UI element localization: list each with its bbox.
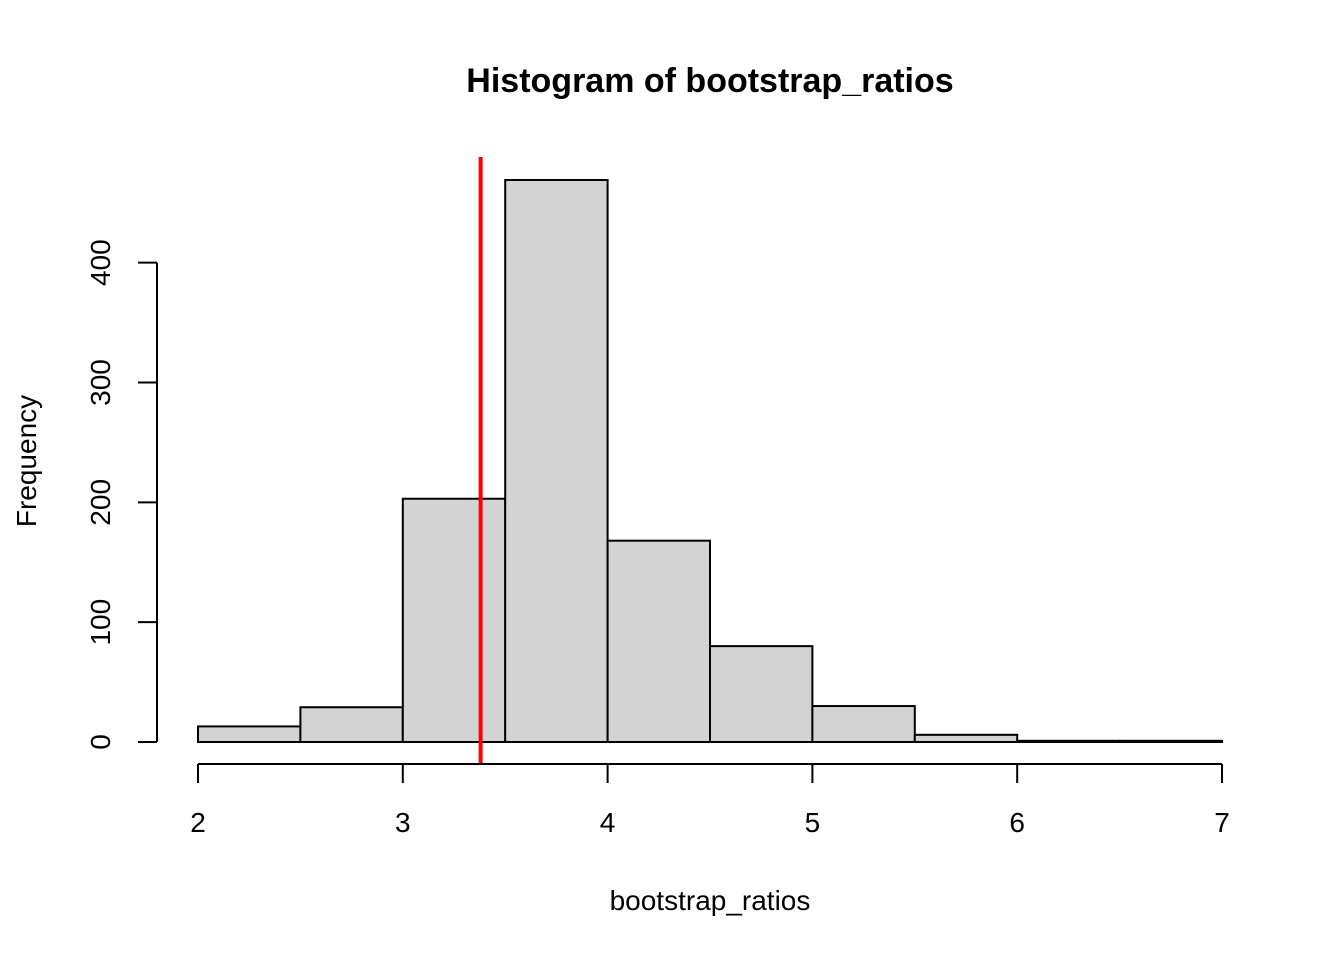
histogram-bar bbox=[606, 539, 711, 744]
y-tick-label: 200 bbox=[85, 479, 116, 526]
bars-group bbox=[197, 179, 1223, 744]
x-tick-label: 5 bbox=[805, 807, 821, 838]
y-tick-label: 100 bbox=[85, 599, 116, 646]
x-axis: 2 3 4 5 6 7 bbox=[190, 763, 1230, 838]
x-tick-label: 2 bbox=[190, 807, 206, 838]
y-tick-label: 400 bbox=[85, 239, 116, 286]
x-axis-label: bootstrap_ratios bbox=[610, 885, 811, 916]
histogram-bar bbox=[709, 645, 814, 744]
x-tick-label: 7 bbox=[1214, 807, 1230, 838]
y-axis: 0 100 200 300 400 bbox=[85, 239, 158, 750]
histogram-bar bbox=[299, 706, 404, 743]
chart-title: Histogram of bootstrap_ratios bbox=[466, 62, 953, 100]
histogram-bar bbox=[1016, 739, 1121, 743]
y-tick-label: 300 bbox=[85, 359, 116, 406]
x-tick-label: 4 bbox=[600, 807, 616, 838]
x-tick-label: 6 bbox=[1009, 807, 1025, 838]
x-tick-label: 3 bbox=[395, 807, 411, 838]
histogram-bar bbox=[811, 705, 916, 743]
histogram-bar bbox=[401, 497, 507, 744]
histogram-bar bbox=[913, 733, 1019, 744]
y-tick-label: 0 bbox=[85, 734, 116, 750]
histogram-bar bbox=[197, 725, 302, 744]
histogram-bar bbox=[1118, 739, 1223, 743]
histogram-bar bbox=[504, 179, 609, 743]
y-axis-label: Frequency bbox=[11, 395, 42, 527]
